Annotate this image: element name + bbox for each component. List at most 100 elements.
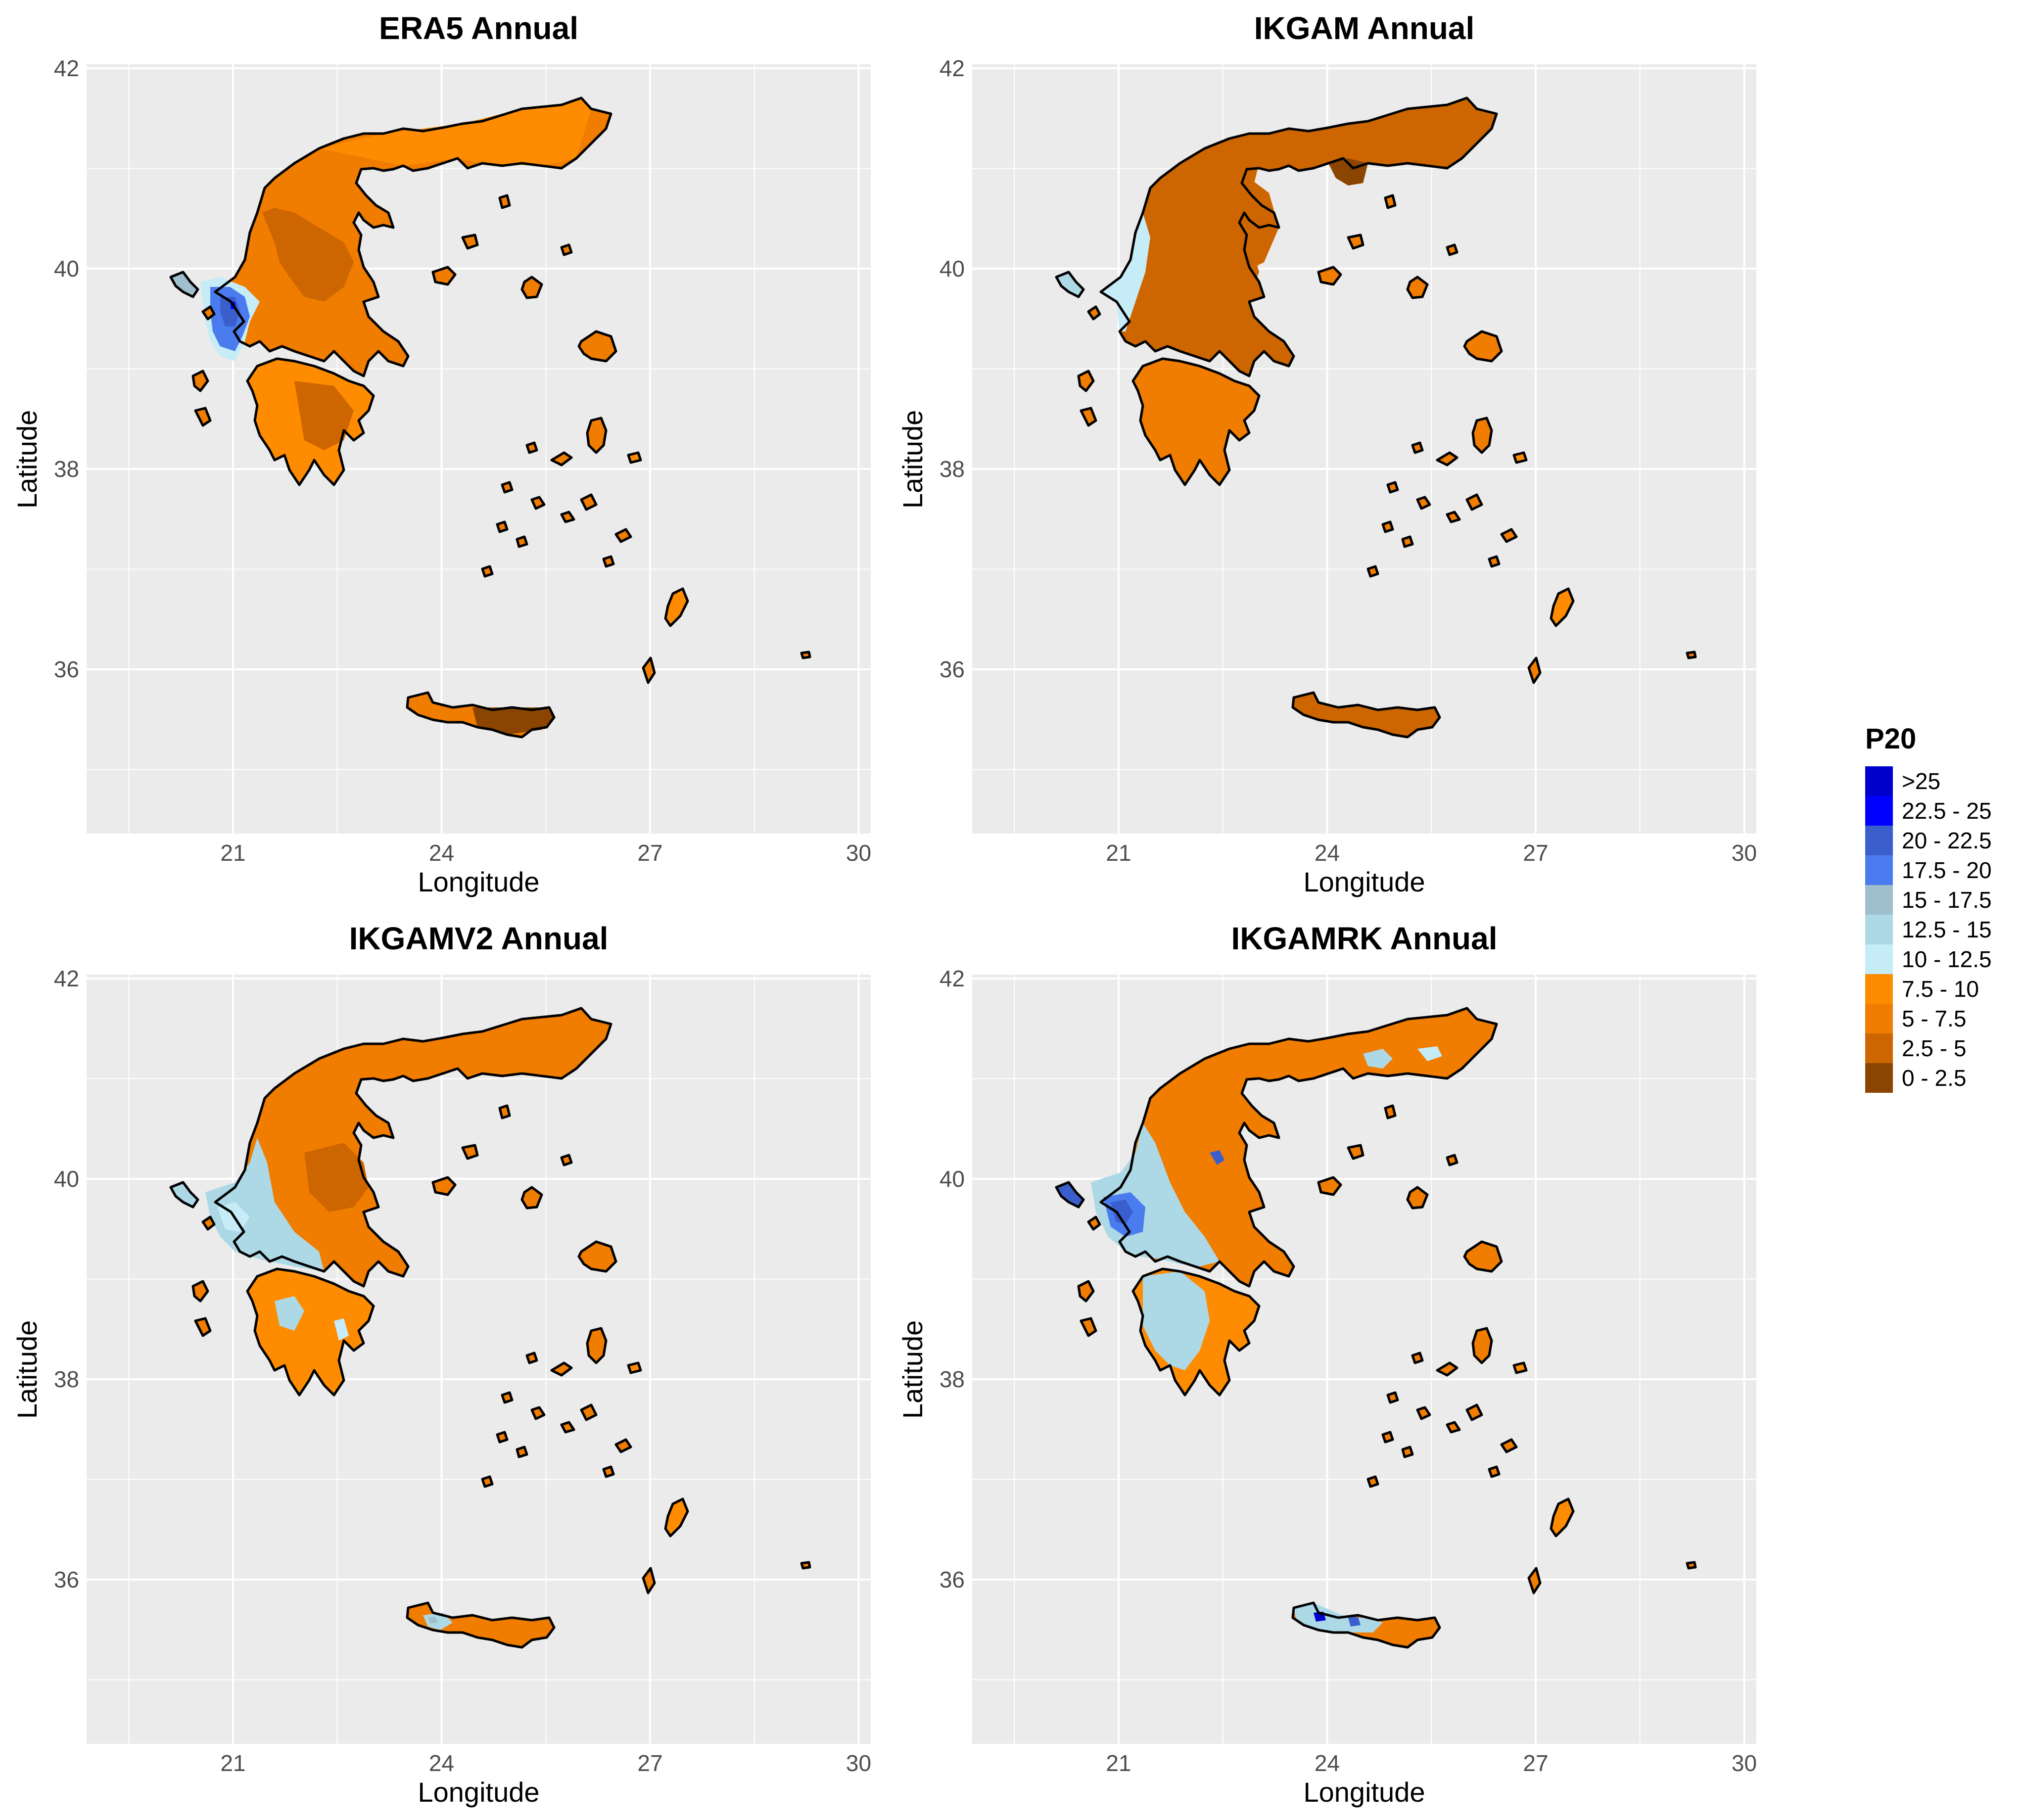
y-tick-label: 40 xyxy=(53,1166,79,1192)
island xyxy=(642,656,656,684)
crete-outline xyxy=(1291,1601,1441,1649)
panel-ikgamrk: IKGAMRK Annual 42 40 38 36 21 24 27 30 Longitude L… xyxy=(886,910,1771,1820)
x-axis-title: Longitude xyxy=(1303,866,1425,897)
legend-entry: 0 - 2.5 xyxy=(1865,1063,1992,1093)
island xyxy=(1500,528,1518,543)
y-tick-label: 40 xyxy=(939,1166,965,1192)
island xyxy=(1686,1561,1697,1570)
island xyxy=(1077,370,1095,392)
island xyxy=(1686,651,1697,659)
island xyxy=(577,1240,617,1273)
island xyxy=(1463,330,1503,363)
x-tick-label: 30 xyxy=(846,1750,872,1776)
island xyxy=(481,1475,494,1488)
island xyxy=(1347,1144,1364,1160)
island xyxy=(560,1154,573,1167)
mainland-region xyxy=(1101,1008,1497,1286)
island xyxy=(1080,1317,1097,1337)
island xyxy=(1446,511,1461,523)
island xyxy=(1471,417,1493,454)
map-plot-area xyxy=(87,975,871,1744)
island xyxy=(1512,1361,1528,1374)
island xyxy=(1550,1497,1575,1538)
legend-swatch xyxy=(1865,915,1893,944)
island xyxy=(525,441,538,454)
island xyxy=(431,266,457,286)
x-tick-label: 30 xyxy=(846,840,872,866)
y-tick-label: 36 xyxy=(939,656,965,682)
island xyxy=(800,1561,811,1570)
island xyxy=(1411,441,1424,454)
mainland-outline xyxy=(1099,1007,1498,1288)
legend-entry: >25 xyxy=(1865,766,1992,796)
island xyxy=(586,1327,608,1364)
island xyxy=(516,535,528,548)
y-tick-label: 38 xyxy=(53,1366,79,1392)
island xyxy=(501,481,514,494)
map-svg xyxy=(972,975,1756,1744)
corfu-island xyxy=(169,1181,199,1209)
island xyxy=(1436,451,1458,467)
y-tick-label: 42 xyxy=(939,966,965,991)
island xyxy=(560,1421,575,1434)
crete-outline xyxy=(1291,691,1441,739)
value-zone xyxy=(262,208,354,302)
mainland-outline xyxy=(214,96,612,377)
island xyxy=(1366,1475,1379,1488)
legend-entries: >25 22.5 - 25 20 - 22.5 17.5 - 20 15 - 17.5 1… xyxy=(1865,766,1992,1093)
island xyxy=(194,1317,212,1337)
legend-entry: 12.5 - 15 xyxy=(1865,915,1992,944)
island xyxy=(614,1438,632,1453)
peloponnese-outline xyxy=(246,357,375,486)
legend-entry: 15 - 17.5 xyxy=(1865,885,1992,915)
value-zone xyxy=(1328,158,1368,186)
island xyxy=(602,1465,615,1478)
x-tick-label: 21 xyxy=(220,840,246,866)
y-tick-label: 38 xyxy=(939,1366,965,1392)
map-svg xyxy=(87,64,871,834)
island xyxy=(664,587,689,627)
island xyxy=(586,417,608,454)
legend-swatch xyxy=(1865,885,1893,915)
island xyxy=(800,651,811,659)
y-tick-label: 36 xyxy=(939,1567,965,1592)
y-tick-label: 42 xyxy=(53,966,79,991)
crete-region xyxy=(1293,693,1440,737)
island xyxy=(1550,587,1575,627)
legend-swatch xyxy=(1865,1033,1893,1063)
x-tick-label: 24 xyxy=(1314,1750,1340,1776)
x-tick-label: 21 xyxy=(1106,1750,1131,1776)
island xyxy=(520,1186,543,1210)
value-zone xyxy=(1220,178,1279,272)
island xyxy=(1317,1176,1342,1196)
island xyxy=(201,305,216,321)
legend-label: 20 - 22.5 xyxy=(1902,828,1992,853)
value-zone xyxy=(294,381,354,450)
x-tick-label: 30 xyxy=(1731,840,1757,866)
island xyxy=(201,1215,216,1231)
value-zone xyxy=(1348,1617,1361,1627)
legend-label: 10 - 12.5 xyxy=(1902,946,1992,972)
y-tick-label: 40 xyxy=(53,256,79,281)
island xyxy=(498,1104,511,1120)
value-zone xyxy=(1111,1200,1133,1224)
y-tick-label: 38 xyxy=(53,456,79,482)
island xyxy=(1384,194,1397,209)
value-zone xyxy=(1417,1046,1442,1061)
island xyxy=(191,370,209,392)
legend-swatch xyxy=(1865,855,1893,885)
island xyxy=(1463,1240,1503,1273)
legend-swatch xyxy=(1865,944,1893,974)
island xyxy=(481,565,494,578)
island xyxy=(1465,493,1483,511)
x-tick-label: 24 xyxy=(428,1750,455,1776)
value-zone xyxy=(304,1143,369,1212)
island xyxy=(1471,1327,1493,1364)
island xyxy=(191,1280,209,1303)
island xyxy=(1446,1421,1461,1434)
island xyxy=(1500,1438,1518,1453)
value-zone xyxy=(275,1296,304,1331)
corfu-island xyxy=(1055,271,1085,298)
y-tick-label: 38 xyxy=(939,456,965,482)
legend-label: 12.5 - 15 xyxy=(1902,917,1992,942)
